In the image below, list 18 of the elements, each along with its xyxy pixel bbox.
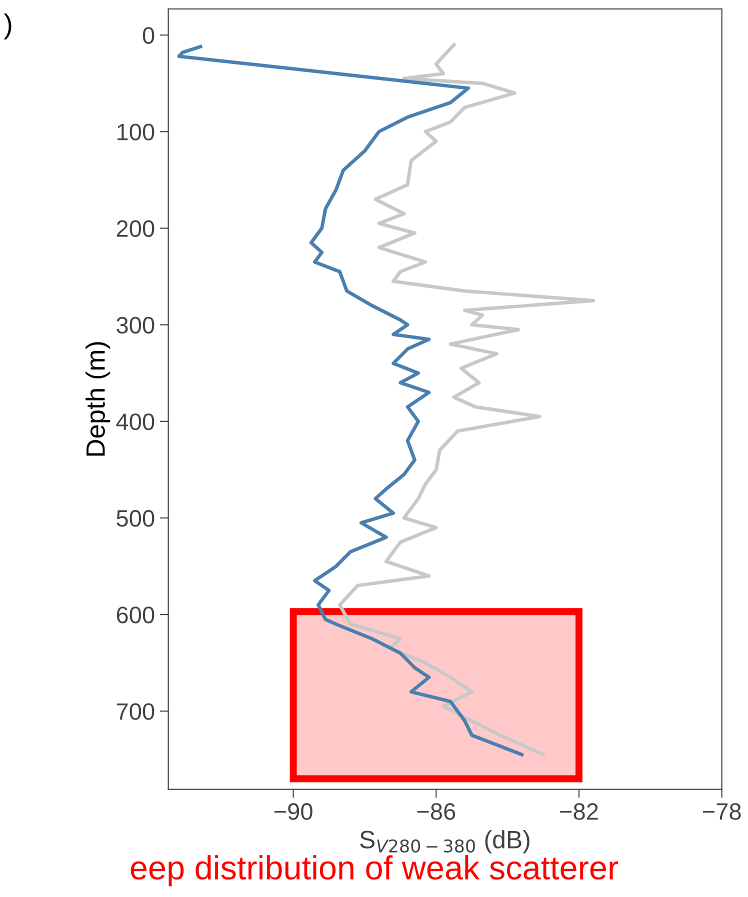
x-tick-label: −82 — [560, 803, 598, 820]
x-axis-title: S$_{V280−380}$ (dB) — [360, 830, 530, 854]
y-tick-label: 500 — [116, 510, 154, 527]
y-tick-label: 100 — [118, 124, 154, 140]
line-series — [177, 44, 524, 756]
text: ) — [4, 13, 12, 40]
y-axis-title: Depth (m) — [86, 342, 110, 456]
x-tick-label: −90 — [274, 803, 312, 820]
line-series — [338, 42, 595, 756]
y-tick-label: 200 — [116, 220, 154, 237]
y-tick-label: 600 — [116, 606, 154, 624]
y-tick-label: 300 — [116, 316, 154, 334]
y-tick-label: 0 — [142, 27, 154, 44]
x-tick-label: −86 — [417, 803, 456, 820]
x-tick-label: −78 — [702, 803, 741, 820]
y-tick-label: 400 — [116, 413, 154, 430]
y-tick-label: 700 — [116, 703, 154, 720]
text: eep distribution of weak scatterer — [130, 855, 618, 886]
